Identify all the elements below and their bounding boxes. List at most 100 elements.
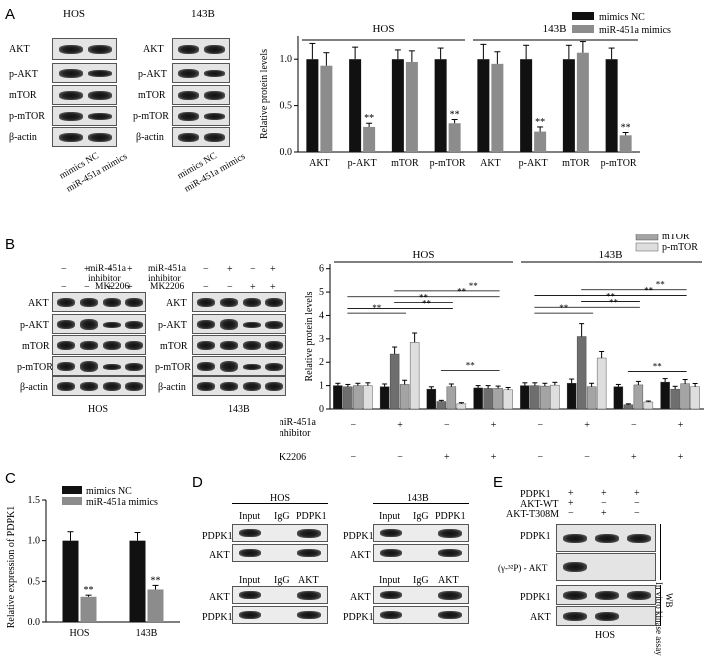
sign-label: − <box>351 452 357 463</box>
blot-row <box>192 314 286 334</box>
protein-label: mTOR <box>9 90 37 101</box>
legend-label: mTOR <box>662 234 690 242</box>
x-tick-label: p-AKT <box>348 158 377 169</box>
blot-row <box>52 376 146 396</box>
chart-a: 0.0 0.5 1.0 Relative protein levels AKT p-AKT… <box>259 12 671 169</box>
condition-label: MK2206 <box>280 452 306 463</box>
protein-label: p-mTOR <box>133 111 169 122</box>
blot-row <box>192 356 286 376</box>
bar <box>562 59 575 153</box>
lane-label: PDPK1 <box>296 511 327 522</box>
lane-label: Input <box>239 511 261 522</box>
bar <box>436 401 447 410</box>
sign-label: + <box>444 452 450 463</box>
x-tick-label: p-AKT <box>519 158 548 169</box>
blot-row <box>556 606 656 626</box>
x-tick-label: AKT <box>309 158 330 169</box>
inhibitor-label: miR-451a inhibitor <box>88 264 126 284</box>
y-tick-label: 0.5 <box>280 101 293 112</box>
significance-label: ** <box>656 280 666 290</box>
legend-label: miR-451a mimics <box>599 25 671 36</box>
blot-row <box>172 85 230 105</box>
protein-label: AKT <box>143 44 164 55</box>
blot-row <box>373 524 469 542</box>
y-tick-label: 3 <box>319 334 324 345</box>
y-tick-label: 0.0 <box>280 147 293 158</box>
bar <box>690 386 700 410</box>
bar <box>660 381 670 410</box>
condition-label: inhibitor <box>280 428 311 439</box>
inhibitor-label: miR-451a inhibitor <box>148 264 186 284</box>
bar <box>456 403 467 410</box>
protein-label: AKT <box>28 298 49 309</box>
group-label: HOS <box>412 249 434 261</box>
x-tick-label: HOS <box>69 628 89 639</box>
blot-row <box>556 585 656 605</box>
lane-label: AKT <box>298 575 319 586</box>
legend-swatch <box>572 25 594 33</box>
blot-row <box>52 356 146 376</box>
x-tick-label: 143B <box>136 628 158 639</box>
blot-row <box>52 38 117 60</box>
protein-label: AKT <box>209 592 230 603</box>
sign-label: − <box>397 452 403 463</box>
legend-label: miR-451a mimics <box>86 497 158 508</box>
protein-label: PDPK1 <box>202 531 233 542</box>
legend-swatch <box>635 242 659 252</box>
y-tick-label: 0.0 <box>28 617 41 628</box>
blot-row <box>52 63 117 83</box>
lane-label: IgG <box>274 511 290 522</box>
blot-row <box>232 544 328 562</box>
blot-row <box>232 524 328 542</box>
bar <box>399 384 410 410</box>
bar <box>477 59 490 153</box>
bar <box>503 389 513 410</box>
bar <box>483 388 493 410</box>
legend-label: mimics NC <box>599 12 645 23</box>
bar <box>62 540 79 622</box>
blot-title: HOS <box>63 8 86 20</box>
kinase-assay-label: In vitro kinase assay <box>654 582 664 656</box>
mk2206-label: MK2206 <box>150 282 185 292</box>
lane-label: IgG <box>413 511 429 522</box>
significance-label: ** <box>609 297 619 307</box>
blot-row <box>373 606 469 624</box>
x-tick-label: p-mTOR <box>601 158 637 169</box>
condition-label: miR-451a <box>280 417 317 428</box>
wb-label: WB <box>664 593 674 608</box>
bar <box>389 353 400 410</box>
blot-row <box>232 606 328 624</box>
y-axis-title: Relative expression of PDPK1 <box>6 506 17 629</box>
bar <box>473 387 483 410</box>
protein-label: AKT <box>166 298 187 309</box>
significance-label: ** <box>450 110 460 121</box>
sign-label: + <box>678 452 684 463</box>
bar <box>596 357 607 410</box>
protein-label: mTOR <box>138 90 166 101</box>
lane-label: AKT <box>438 575 459 586</box>
x-tick-label: mTOR <box>562 158 590 169</box>
sign-label: + <box>491 420 497 431</box>
protein-label: AKT <box>350 592 371 603</box>
blot-row <box>172 106 230 126</box>
protein-label: AKT <box>209 550 230 561</box>
mk2206-label: MK2206 <box>95 282 130 292</box>
bar <box>446 386 457 410</box>
significance-label: ** <box>653 362 663 372</box>
blot-row <box>52 292 146 312</box>
sign-label: − <box>351 420 357 431</box>
bar <box>520 385 530 410</box>
bar <box>147 589 164 622</box>
x-tick-label: mTOR <box>391 158 419 169</box>
protein-label: p-AKT <box>158 320 187 331</box>
blot-row <box>172 63 230 83</box>
blot-row <box>172 38 230 60</box>
protein-label: β-actin <box>9 132 37 143</box>
blot-row <box>52 85 117 105</box>
bar <box>129 540 146 622</box>
bar <box>353 385 363 410</box>
protein-label: (γ-³²P) - AKT <box>498 563 548 573</box>
bar <box>633 384 644 410</box>
legend-swatch <box>62 497 82 505</box>
bar <box>333 385 343 410</box>
